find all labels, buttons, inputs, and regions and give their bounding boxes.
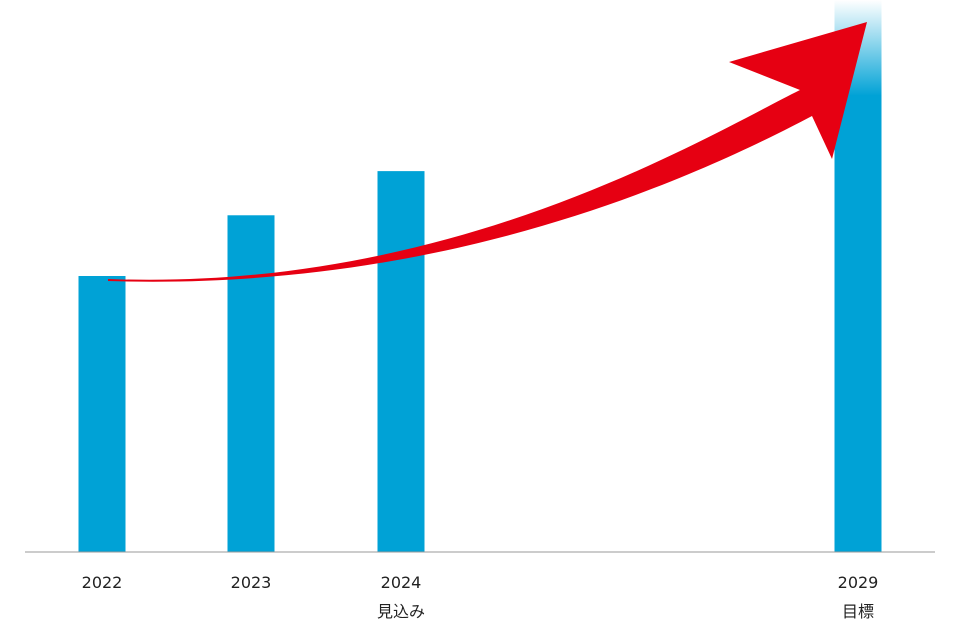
bars-group [78, 0, 882, 552]
x-tick-sublabel-2024: 見込み [377, 602, 425, 621]
bar-2022 [78, 276, 126, 552]
cagr-arrow [108, 22, 867, 282]
cagr-arrow-group: CAGR6.5% [108, 22, 867, 282]
x-tick-label-2022: 2022 [82, 573, 123, 592]
x-tick-label-2029: 2029 [838, 573, 879, 592]
tick-labels-group: 2022 2023 2024 見込み 2029 目標 [82, 573, 879, 621]
bar-2024 [377, 171, 425, 552]
bar-2029 [834, 95, 882, 552]
x-tick-label-2024: 2024 [381, 573, 422, 592]
bar-2023 [227, 215, 275, 552]
x-tick-label-2023: 2023 [231, 573, 272, 592]
x-tick-sublabel-2029: 目標 [842, 602, 874, 621]
